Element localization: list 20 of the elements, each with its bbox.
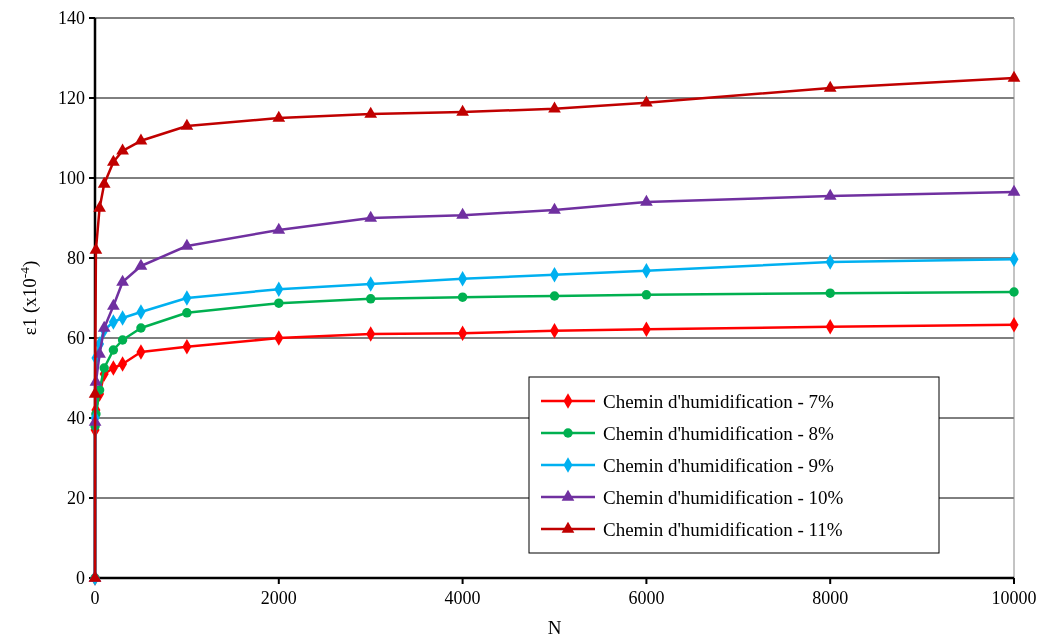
y-tick-label: 0	[76, 568, 85, 589]
y-tick-label: 140	[58, 8, 85, 29]
x-axis-title: N	[547, 617, 562, 638]
legend-label: Chemin d'humidification - 11%	[603, 518, 843, 540]
y-tick-label: 20	[67, 488, 85, 509]
y-tick-label: 60	[67, 328, 85, 349]
legend-label: Chemin d'humidification - 7%	[603, 390, 835, 412]
x-tick-label: 6000	[628, 588, 665, 608]
x-tick-label: 10000	[991, 588, 1037, 608]
y-tick-label: 120	[58, 88, 85, 109]
x-tick-label: 0	[90, 588, 100, 608]
y-tick-label: 40	[67, 408, 85, 429]
y-tick-label: 80	[67, 248, 85, 269]
legend-label: Chemin d'humidification - 9%	[603, 454, 835, 476]
y-tick-label: 100	[58, 168, 85, 189]
legend-label: Chemin d'humidification - 8%	[603, 422, 835, 444]
x-tick-label: 4000	[444, 588, 481, 608]
x-tick-label: 2000	[260, 588, 297, 608]
x-tick-label: 8000	[812, 588, 849, 608]
legend-label: Chemin d'humidification - 10%	[603, 486, 844, 508]
